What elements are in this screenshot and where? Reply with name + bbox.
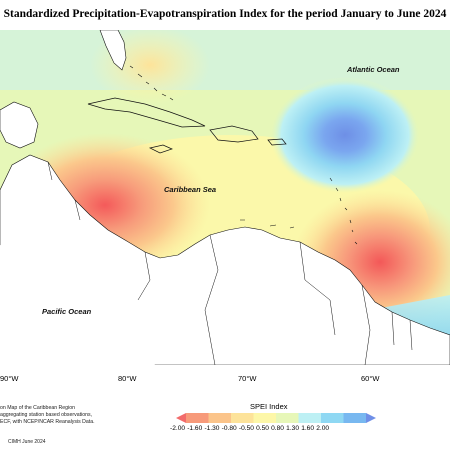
island-puerto-rico [267, 138, 287, 146]
land-yucatan [0, 101, 39, 149]
map-notes: on Map of the Caribbean Region aggregati… [0, 405, 95, 426]
label-caribbean-sea: Caribbean Sea [164, 185, 217, 194]
island-jamaica [148, 144, 173, 154]
legend-tick-label: 1.60 [301, 425, 315, 432]
legend-title: SPEI Index [250, 402, 288, 411]
legend-swatch [366, 413, 376, 423]
small-islands [129, 65, 358, 245]
lon-tick-60w: 60°W [361, 374, 380, 383]
legend-tick-labels: -2.00 -1.60 -1.30 -0.80 -0.50 0.50 0.80 1.30 1.6… [170, 425, 380, 432]
land-florida [99, 30, 127, 71]
legend-swatch [186, 413, 209, 423]
legend-swatch [253, 413, 277, 423]
pacific-water [0, 245, 155, 365]
island-cuba [87, 97, 206, 128]
note-line-3: ECF, with NCEP/NCAR Reanalysis Data. [0, 419, 95, 425]
legend-colorbar [176, 413, 376, 423]
legend-swatch [343, 413, 367, 423]
legend-swatch [208, 413, 232, 423]
legend-tick-label: 1.30 [286, 425, 299, 432]
legend-swatch [176, 413, 186, 423]
legend-tick-label: -1.30 [204, 425, 220, 432]
legend-tick-label: -1.60 [187, 425, 203, 432]
label-pacific-ocean: Pacific Ocean [42, 307, 92, 316]
legend-swatch [231, 413, 254, 423]
country-borders [47, 161, 413, 365]
spei-field-north [0, 30, 450, 90]
lon-tick-80w: 80°W [118, 374, 137, 383]
label-atlantic-ocean: Atlantic Ocean [347, 65, 400, 74]
island-hispaniola [209, 125, 259, 143]
legend-swatch [276, 413, 299, 423]
spei-wet-center-atlantic [270, 77, 420, 193]
spei-map [0, 30, 450, 365]
legend-swatch [298, 413, 322, 423]
lon-tick-90w: 90°W [0, 374, 19, 383]
legend-tick-label: -2.00 [170, 425, 186, 432]
credit-text: CIMH June 2024 [8, 439, 46, 445]
note-line-1: on Map of the Caribbean Region [0, 405, 75, 411]
legend-tick-label: 0.50 [256, 425, 269, 432]
legend-tick-label: -0.50 [238, 425, 254, 432]
legend-tick-label: 0.80 [271, 425, 284, 432]
legend-swatch [321, 413, 344, 423]
lon-tick-70w: 70°W [238, 374, 257, 383]
legend-tick-label: 2.00 [316, 425, 330, 432]
map-title: Standardized Precipitation-Evapotranspir… [3, 8, 447, 20]
note-line-2: aggregating station based observations, [0, 412, 92, 418]
legend-tick-label: -0.80 [221, 425, 237, 432]
